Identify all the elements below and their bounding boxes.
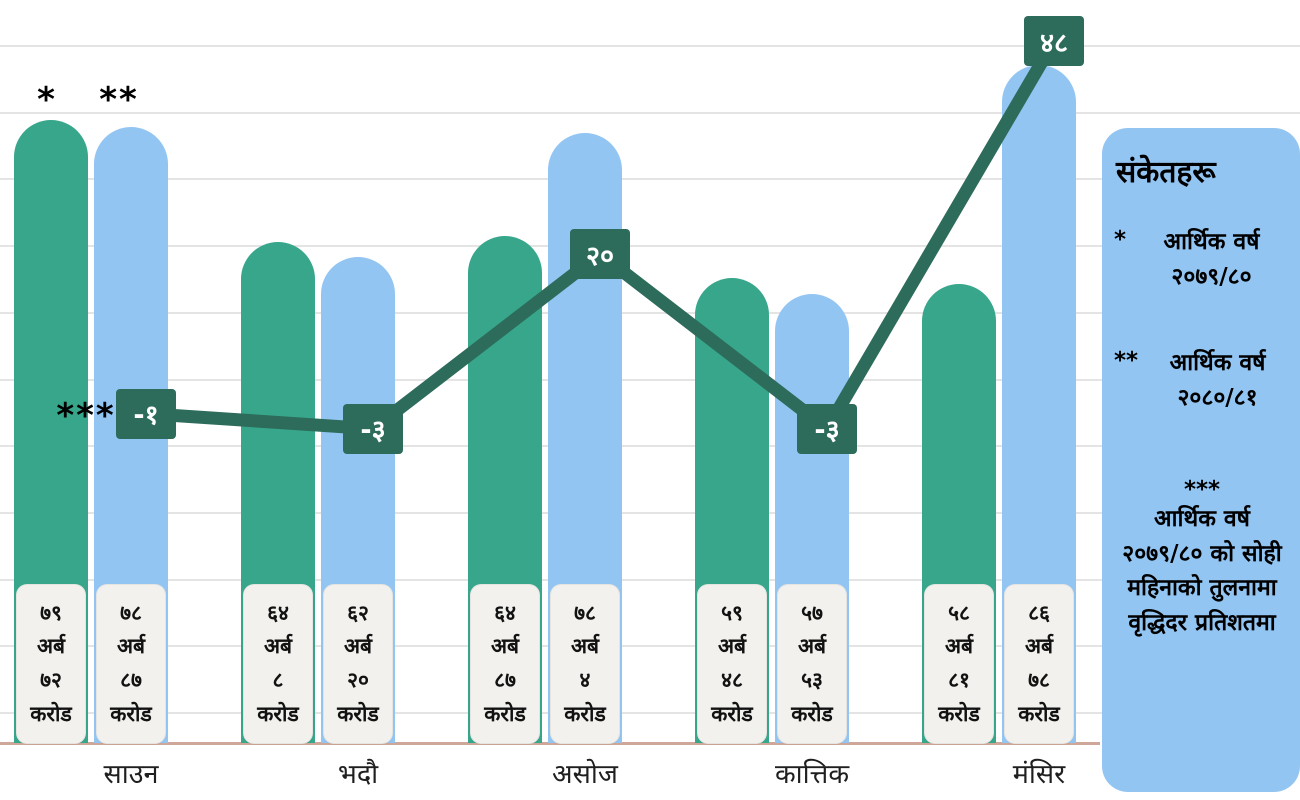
value-label-line: अर्ब (490, 634, 520, 659)
legend-marker-double-asterisk: ** (1114, 348, 1139, 374)
value-label-line: करोड (564, 701, 606, 726)
value-label-line: अर्ब (717, 634, 747, 659)
value-label-line: ८७ (494, 668, 516, 692)
gridline (0, 311, 1300, 314)
value-label-line: ५९ (721, 600, 743, 625)
asterisk-annotation-fy2079-80: * (37, 80, 57, 120)
value-label-line: ४ (579, 668, 591, 692)
gridline (0, 578, 1300, 581)
legend-item-fy2080-81: ** आर्थिक वर्ष २०८०/८१ (1114, 346, 1290, 415)
value-label-fy-2079-80-kattik: ५९ अर्ब ४८ करोड (698, 585, 766, 743)
value-label-line: ७८ (120, 600, 142, 625)
gridline (0, 445, 1300, 448)
legend-panel: संकेतहरू * आर्थिक वर्ष २०७९/८० ** आर्थिक… (1102, 128, 1300, 792)
gridline (0, 245, 1300, 248)
asterisk-annotation-growth: *** (56, 396, 116, 436)
value-label-line: ५८ (948, 600, 970, 625)
value-label-line: ६२ (347, 600, 369, 625)
gridline (0, 645, 1300, 648)
gridline (0, 178, 1300, 181)
value-label-line: ७८ (1028, 668, 1050, 692)
growth-point-label-asoj: २० (570, 229, 630, 279)
value-label-line: करोड (257, 701, 299, 726)
value-label-line: ७९ (40, 600, 62, 625)
x-axis-label-bhadau: भदौ (337, 759, 379, 790)
value-label-line: अर्ब (263, 634, 293, 659)
x-axis-baseline (0, 742, 1100, 745)
value-label-line: अर्ब (116, 634, 146, 659)
x-axis-label-asoj: असोज (552, 759, 618, 790)
legend-item-growth-rate: *** आर्थिक वर्ष २०७९/८० को सोही महिनाको … (1114, 479, 1290, 640)
value-label-line: अर्ब (570, 634, 600, 659)
value-label-fy-2079-80-bhadau: ६४ अर्ब ८ करोड (244, 585, 312, 743)
value-label-line: अर्ब (944, 634, 974, 659)
x-axis-label-saun: साउन (103, 759, 159, 790)
value-label-fy-2080-81-mangsir: ८६ अर्ब ७८ करोड (1005, 585, 1073, 743)
legend-marker-single-asterisk: * (1114, 227, 1127, 253)
growth-point-label-saun: -१ (116, 388, 176, 439)
gridline (0, 712, 1300, 714)
value-label-fy-2080-81-bhadau: ६२ अर्ब २० करोड (324, 585, 392, 743)
value-label-line: २० (347, 668, 369, 692)
value-label-line: अर्ब (36, 634, 66, 659)
value-label-line: ७८ (574, 600, 596, 625)
value-label-fy-2079-80-asoj: ६४ अर्ब ८७ करोड (471, 585, 539, 743)
value-label-line: ६४ (494, 600, 516, 625)
value-label-line: ८१ (948, 668, 970, 692)
value-label-fy-2080-81-asoj: ७८ अर्ब ४ करोड (551, 585, 619, 743)
value-label-line: ५७ (801, 600, 823, 625)
growth-point-label-mangsir: ४८ (1024, 16, 1084, 67)
value-label-line: करोड (711, 701, 753, 726)
growth-point-label-kattik: -३ (797, 403, 857, 454)
value-label-line: अर्ब (1024, 634, 1054, 659)
x-axis-label-kattik: कात्तिक (774, 759, 850, 790)
legend-label-fy2079-80: आर्थिक वर्ष २०७९/८० (1163, 229, 1260, 290)
value-label-line: करोड (337, 701, 379, 726)
value-label-line: ८ (272, 668, 284, 692)
value-label-line: करोड (1018, 701, 1060, 726)
value-label-line: अर्ब (343, 634, 373, 659)
value-label-line: ८७ (120, 668, 142, 692)
value-label-fy-2080-81-kattik: ५७ अर्ब ५३ करोड (778, 585, 846, 743)
value-label-line: करोड (30, 701, 72, 726)
value-label-line: ५३ (801, 668, 823, 692)
value-label-line: ७२ (40, 668, 62, 692)
legend-title: संकेतहरू (1116, 155, 1216, 190)
value-label-line: करोड (938, 701, 980, 726)
legend-marker-triple-asterisk: *** (1183, 477, 1221, 503)
growth-point-label-bhadau: -३ (343, 403, 403, 454)
asterisk-annotation-fy2080-81: ** (99, 80, 139, 120)
value-label-line: अर्ब (797, 634, 827, 659)
value-label-line: करोड (791, 701, 833, 726)
value-label-fy-2079-80-saun: ७९ अर्ब ७२ करोड (17, 585, 85, 743)
legend-label-growth-rate: आर्थिक वर्ष २०७९/८० को सोही महिनाको तुलन… (1122, 506, 1282, 636)
value-label-line: ८६ (1028, 600, 1050, 625)
value-label-line: ६४ (267, 600, 289, 625)
gridline (0, 111, 1300, 114)
value-label-line: ४८ (721, 668, 743, 692)
value-label-fy-2080-81-saun: ७८ अर्ब ८७ करोड (97, 585, 165, 743)
gridline (0, 511, 1300, 514)
legend-label-fy2080-81: आर्थिक वर्ष २०८०/८१ (1169, 350, 1266, 411)
value-label-line: करोड (484, 701, 526, 726)
x-axis-label-mangsir: मंसिर (1012, 759, 1066, 790)
value-label-fy-2079-80-mangsir: ५८ अर्ब ८१ करोड (925, 585, 993, 743)
legend-item-fy2079-80: * आर्थिक वर्ष २०७९/८० (1114, 225, 1290, 294)
gridline (0, 378, 1300, 381)
value-label-line: करोड (110, 701, 152, 726)
gridline (0, 45, 1300, 47)
